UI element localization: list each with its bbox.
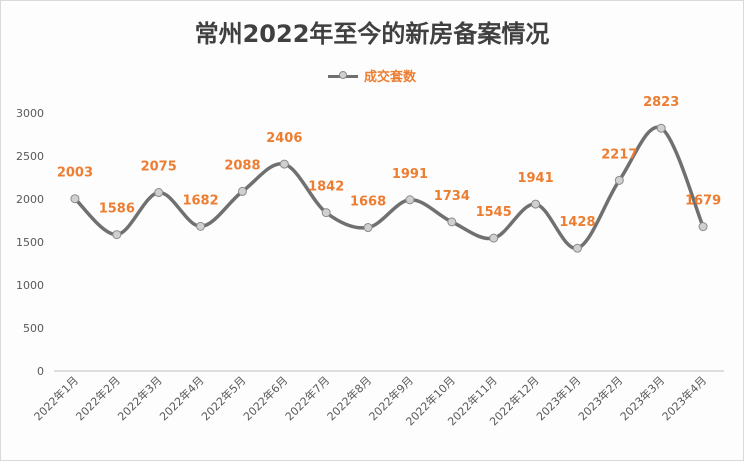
- data-point: [656, 123, 666, 133]
- chart-title: 常州2022年至今的新房备案情况: [194, 20, 550, 48]
- data-point: [614, 175, 624, 185]
- legend-label: 成交套数: [363, 70, 416, 85]
- x-tick-label: 2022年4月: [156, 373, 206, 423]
- x-tick-label: 2022年2月: [73, 373, 123, 423]
- x-tick-label: 2022年8月: [324, 373, 374, 423]
- y-tick-label: 3000: [16, 107, 44, 120]
- data-point: [572, 243, 582, 253]
- data-label: 1842: [308, 180, 344, 195]
- legend: 成交套数: [0, 66, 744, 85]
- data-label: 1428: [559, 215, 595, 230]
- data-label: 1586: [99, 202, 135, 217]
- data-label: 2075: [141, 160, 177, 175]
- data-point: [70, 194, 80, 204]
- data-label: 2088: [224, 158, 260, 173]
- x-tick-label: 2022年5月: [198, 373, 248, 423]
- data-label: 2823: [643, 95, 679, 110]
- y-tick-label: 500: [23, 322, 44, 335]
- data-point: [279, 159, 289, 169]
- x-tick-label: 2022年6月: [240, 373, 290, 423]
- y-tick-label: 2500: [16, 150, 44, 163]
- data-label: 1682: [182, 193, 218, 208]
- data-point: [154, 188, 164, 198]
- data-label: 1991: [392, 167, 428, 182]
- data-label: 1941: [517, 171, 553, 186]
- series-line: [73, 125, 705, 250]
- data-label: 1668: [350, 195, 386, 210]
- y-tick-label: 0: [37, 365, 44, 378]
- data-point: [531, 199, 541, 209]
- x-tick-label: 2023年3月: [617, 373, 667, 423]
- data-point: [405, 195, 415, 205]
- data-point: [237, 186, 247, 196]
- x-tick-label: 2023年1月: [533, 373, 583, 423]
- x-tick-label: 2022年1月: [31, 373, 81, 423]
- data-point: [196, 221, 206, 231]
- data-point: [321, 208, 331, 218]
- data-point: [447, 217, 457, 227]
- data-label: 1679: [685, 194, 721, 209]
- data-label: 2406: [266, 131, 302, 146]
- data-label: 2217: [601, 147, 637, 162]
- y-tick-label: 1000: [16, 279, 44, 292]
- data-label: 2003: [57, 166, 93, 181]
- legend-line-marker-icon: [327, 70, 358, 81]
- x-tick-label: 2022年7月: [282, 373, 332, 423]
- x-tick-label: 2023年2月: [575, 373, 625, 423]
- x-tick-label: 2022年3月: [115, 373, 165, 423]
- x-tick-label: 2023年4月: [659, 373, 709, 423]
- y-tick-label: 1500: [16, 236, 44, 249]
- data-point: [363, 223, 373, 233]
- data-label: 1734: [434, 189, 470, 204]
- y-tick-label: 2000: [16, 193, 44, 206]
- data-point: [112, 230, 122, 240]
- data-label: 1545: [476, 205, 512, 220]
- data-point: [698, 222, 708, 232]
- data-point: [489, 233, 499, 243]
